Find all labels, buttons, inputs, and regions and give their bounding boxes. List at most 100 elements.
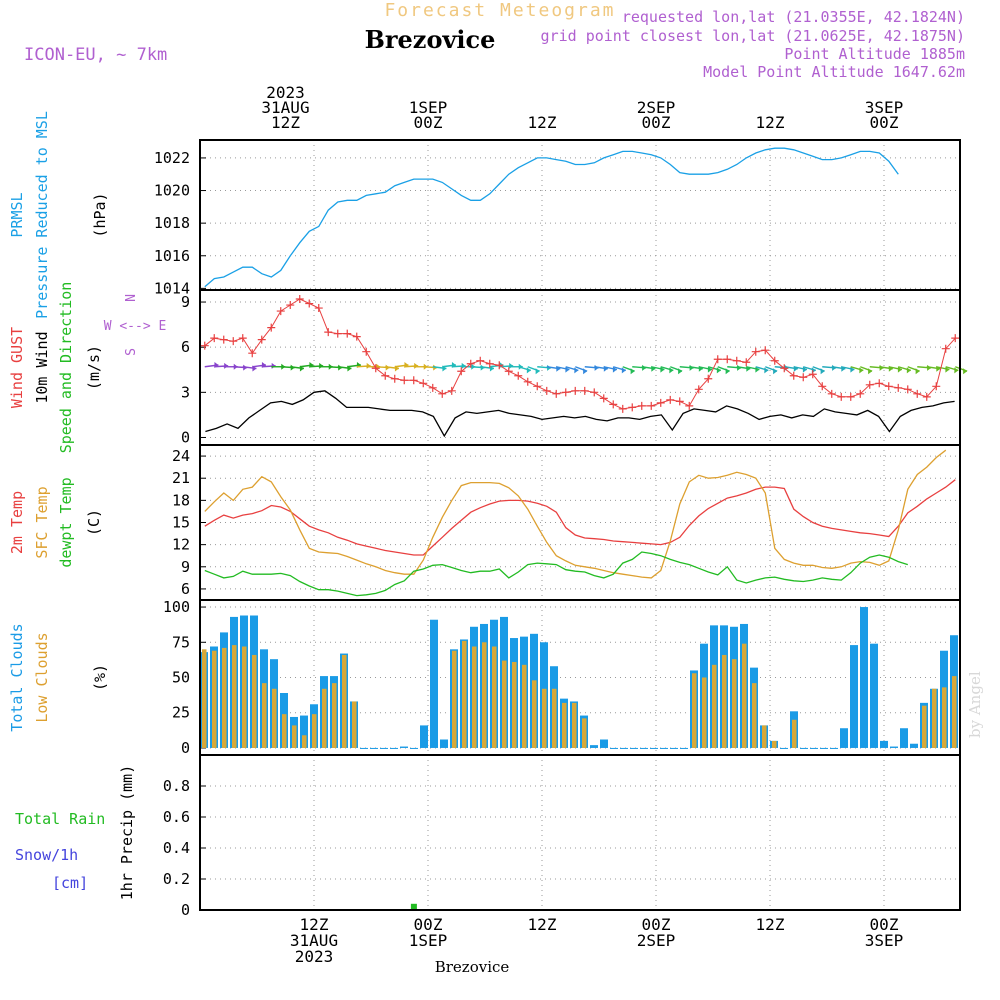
panel-axis-label: (hPa) <box>91 192 109 237</box>
precip-legend-snow: Snow/1h <box>15 846 78 864</box>
low-cloud-bar <box>502 660 507 748</box>
wind-arrowhead <box>630 368 635 375</box>
total-cloud-bar <box>610 747 618 749</box>
wind-arrowhead <box>271 362 276 369</box>
precip-legend-rain: Total Rain <box>15 810 105 828</box>
gust-marker <box>808 370 817 379</box>
gust-marker <box>884 382 893 391</box>
low-cloud-bar <box>202 649 207 748</box>
low-cloud-bar <box>352 701 357 748</box>
gust-marker <box>495 361 504 370</box>
low-cloud-bar <box>472 646 477 748</box>
wind-arrowhead <box>612 366 617 373</box>
gust-marker <box>932 382 941 391</box>
panel-axis-label: Total Clouds <box>8 623 26 731</box>
y-tick-label: 1022 <box>154 149 190 167</box>
total-cloud-bar <box>630 747 638 749</box>
gust-marker <box>694 385 703 394</box>
direction-we: W <--> E <box>104 319 167 334</box>
requested-line: requested lon,lat (21.0355E, 42.1824N) <box>622 8 965 26</box>
watermark: by Angel <box>966 671 984 738</box>
gust-marker <box>428 383 437 392</box>
gust-marker <box>637 401 646 410</box>
low-cloud-bar <box>542 688 547 748</box>
direction-north: N <box>124 294 139 302</box>
gust-marker <box>533 382 542 391</box>
low-cloud-bar <box>922 705 927 748</box>
precip-axis-label: 1hr Precip (mm) <box>118 765 136 900</box>
gust-marker <box>305 299 314 308</box>
y-tick-label: 24 <box>172 447 190 465</box>
gust-marker <box>571 386 580 395</box>
panel-pressure: 1014 1016 1018 1020 1022 <box>154 139 961 297</box>
low-cloud-bar <box>562 702 567 748</box>
top-time-label: 2023 <box>266 83 305 102</box>
low-cloud-bar <box>332 683 337 748</box>
total-cloud-bar <box>620 747 628 749</box>
panel-axis-label: PRMSL <box>8 192 26 237</box>
panel-clouds: 0 25 50 75 100 <box>163 598 961 757</box>
series-line-2m-temp <box>204 479 956 556</box>
gust-marker <box>457 367 466 376</box>
panel-precip: 0 0.2 0.4 0.6 0.8 <box>163 754 961 919</box>
top-time-label: 3SEP <box>865 98 904 117</box>
y-tick-label: 6 <box>181 338 190 356</box>
wind-arrowhead <box>565 366 570 373</box>
low-cloud-bar <box>522 664 527 748</box>
y-tick-label: 0.6 <box>163 808 190 826</box>
gust-marker <box>314 304 323 313</box>
bottom-caption: Brezovice <box>435 958 510 976</box>
top-time-label: 12Z <box>756 113 785 132</box>
y-tick-label: 9 <box>181 293 190 311</box>
low-cloud-bar <box>492 646 497 748</box>
low-cloud-bar <box>552 688 557 748</box>
gust-marker <box>903 385 912 394</box>
wind-arrowhead <box>725 368 730 375</box>
wind-arrowhead <box>755 366 760 373</box>
low-cloud-bar <box>322 688 327 748</box>
bottom-time-label: 00Z <box>870 915 899 934</box>
low-cloud-bar <box>742 643 747 748</box>
gust-marker <box>552 389 561 398</box>
total-cloud-bar <box>410 747 418 749</box>
low-cloud-bar <box>342 654 347 748</box>
panel-axis-label: SFC Temp <box>33 486 51 558</box>
low-cloud-bar <box>532 680 537 748</box>
gust-marker <box>922 392 931 401</box>
gust-marker <box>419 379 428 388</box>
series-line-10m-wind <box>205 390 955 438</box>
gust-marker <box>580 386 589 395</box>
total-cloud-bar <box>850 645 858 748</box>
gust-marker <box>789 371 798 380</box>
panel-axis-label: Speed and Direction <box>57 282 75 454</box>
panel-axis-label: dewpt Temp <box>57 477 75 567</box>
low-cloud-bar <box>942 687 947 748</box>
top-time-label: 31AUG <box>261 98 309 117</box>
wind-arrowhead <box>518 363 523 370</box>
wind-arrowhead <box>897 366 902 373</box>
wind-arrowhead <box>963 368 968 375</box>
low-cloud-bar <box>952 676 957 748</box>
wind-arrowhead <box>859 367 864 374</box>
low-cloud-bar <box>792 719 797 748</box>
total-cloud-bar <box>880 740 888 748</box>
wind-arrowhead <box>366 362 371 369</box>
gust-marker <box>675 397 684 406</box>
gust-marker <box>875 379 884 388</box>
gust-marker <box>894 383 903 392</box>
y-tick-label: 1020 <box>154 182 190 200</box>
panel-axis-label: Wind GUST <box>8 327 26 408</box>
y-tick-label: 100 <box>163 598 190 616</box>
total-cloud-bar <box>660 747 668 749</box>
total-cloud-bar <box>820 747 828 749</box>
location-title: Brezovice <box>365 25 496 54</box>
gust-marker <box>438 389 447 398</box>
total-cloud-bar <box>810 747 818 749</box>
gust-marker <box>732 356 741 365</box>
bottom-time-label: 2SEP <box>637 931 676 950</box>
wind-arrowhead <box>945 366 950 373</box>
gust-marker <box>371 364 380 373</box>
gust-marker <box>381 371 390 380</box>
